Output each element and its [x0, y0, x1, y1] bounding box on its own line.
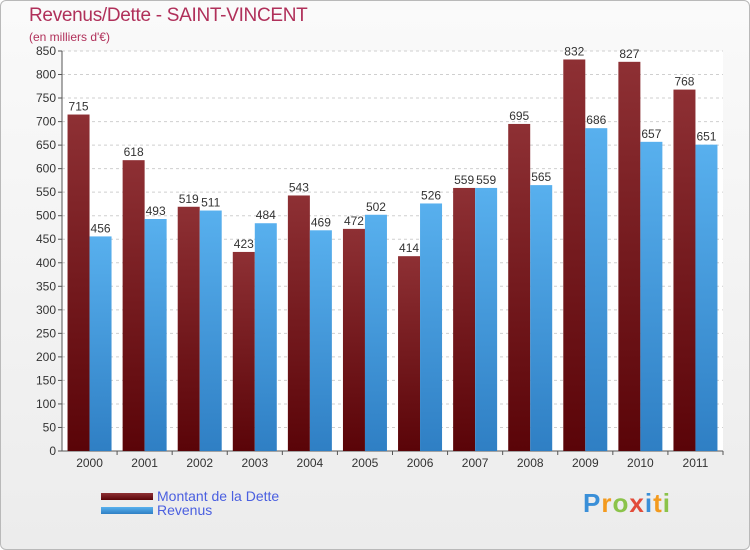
y-tick-label: 850: [36, 44, 56, 58]
data-label-dette: 423: [234, 237, 254, 251]
x-tick-label: 2007: [462, 456, 489, 470]
data-label-revenus: 511: [201, 196, 220, 210]
data-label-dette: 472: [344, 214, 364, 228]
data-label-dette: 827: [619, 47, 639, 61]
data-label-dette: 543: [289, 180, 309, 194]
plot-area: [62, 51, 723, 451]
logo-letter: i: [644, 488, 654, 518]
data-label-dette: 715: [69, 100, 89, 114]
logo-letter: r: [601, 488, 613, 518]
x-tick-label: 2001: [131, 456, 158, 470]
bar-dette: [563, 59, 586, 452]
bar-revenus: [199, 210, 222, 451]
data-label-revenus: 469: [311, 215, 331, 229]
bar-revenus: [309, 230, 332, 451]
data-label-revenus: 526: [421, 188, 441, 202]
logo-letter: i: [662, 488, 671, 518]
proxiti-logo: Proxiti: [583, 488, 671, 519]
data-label-revenus: 657: [641, 127, 661, 141]
logo-letter: P: [583, 488, 602, 518]
y-tick-label: 350: [36, 279, 56, 293]
y-tick-label: 450: [36, 232, 56, 246]
bar-revenus: [144, 219, 167, 451]
y-tick-label: 300: [36, 303, 56, 317]
y-tick-label: 0: [49, 444, 56, 458]
bar-revenus: [585, 128, 608, 452]
x-tick-label: 2000: [76, 456, 103, 470]
data-label-revenus: 456: [91, 221, 111, 235]
y-tick-label: 500: [36, 209, 56, 223]
y-tick-label: 150: [36, 373, 56, 387]
x-tick-label: 2003: [241, 456, 268, 470]
y-tick-label: 650: [36, 138, 56, 152]
x-tick-label: 2010: [627, 456, 654, 470]
data-label-revenus: 484: [256, 208, 276, 222]
bar-dette: [232, 251, 255, 451]
x-tick-label: 2011: [683, 456, 709, 470]
data-label-dette: 414: [399, 241, 419, 255]
y-tick-label: 250: [36, 326, 56, 340]
data-label-dette: 768: [674, 75, 694, 89]
bar-dette: [342, 228, 365, 451]
data-label-revenus: 686: [586, 113, 606, 127]
data-label-revenus: 493: [146, 204, 166, 218]
bar-dette: [398, 256, 421, 451]
data-label-revenus: 565: [531, 170, 551, 184]
y-tick-label: 200: [36, 350, 56, 364]
data-label-revenus: 651: [696, 130, 716, 144]
bar-dette: [122, 160, 145, 452]
bar-revenus: [89, 236, 112, 451]
bar-dette: [453, 187, 476, 452]
y-tick-label: 800: [36, 68, 56, 82]
bar-dette: [67, 114, 90, 451]
x-tick-label: 2009: [572, 456, 599, 470]
bar-revenus: [695, 144, 718, 451]
legend-swatch-revenus: [101, 506, 153, 514]
legend-label-dette: Montant de la Dette: [157, 488, 280, 504]
legend-item-revenus: Revenus: [101, 502, 212, 518]
y-tick-label: 50: [43, 420, 57, 434]
bar-revenus: [254, 223, 277, 451]
bar-revenus: [364, 214, 387, 451]
y-tick-label: 100: [36, 397, 56, 411]
logo-letter: o: [612, 488, 630, 518]
data-label-dette: 618: [124, 145, 144, 159]
data-label-dette: 695: [509, 109, 529, 123]
bar-dette: [287, 195, 310, 451]
y-tick-label: 750: [36, 91, 56, 105]
bar-revenus: [640, 141, 663, 451]
legend-swatch-dette: [101, 492, 153, 500]
data-label-dette: 559: [454, 173, 474, 187]
bar-dette: [618, 61, 641, 452]
legend-label-revenus: Revenus: [157, 502, 213, 518]
logo-letter: t: [653, 488, 663, 518]
data-label-revenus: 502: [366, 200, 386, 214]
data-label-dette: 519: [179, 192, 199, 206]
x-tick-label: 2006: [407, 456, 434, 470]
data-label-revenus: 559: [476, 173, 496, 187]
chart-title: Revenus/Dette - SAINT-VINCENT: [29, 5, 308, 26]
chart-subtitle: (en milliers d'€): [29, 30, 110, 44]
legend-item-dette: Montant de la Dette: [101, 488, 279, 504]
bar-revenus: [530, 185, 553, 451]
bar-revenus: [420, 203, 443, 451]
bar-dette: [177, 206, 200, 451]
y-tick-label: 600: [36, 162, 56, 176]
x-tick-label: 2005: [352, 456, 379, 470]
bar-dette: [508, 123, 531, 452]
y-tick-label: 700: [36, 115, 56, 129]
y-tick-label: 550: [36, 185, 56, 199]
x-tick-label: 2004: [297, 456, 324, 470]
x-tick-label: 2002: [186, 456, 213, 470]
bar-dette: [673, 89, 696, 452]
y-tick-label: 400: [36, 256, 56, 270]
bar-revenus: [475, 187, 498, 452]
logo-letter: x: [629, 488, 645, 518]
x-tick-label: 2008: [517, 456, 544, 470]
data-label-dette: 832: [564, 44, 584, 58]
